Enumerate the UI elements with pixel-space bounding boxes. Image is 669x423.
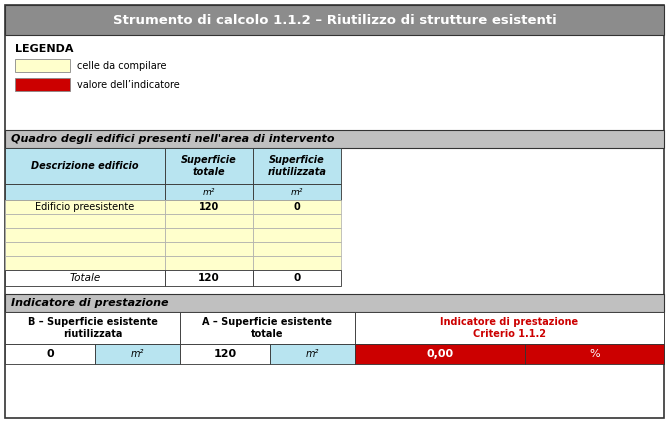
Text: 0: 0 [46,349,54,359]
Text: Descrizione edificio: Descrizione edificio [31,161,138,171]
Text: %: % [589,349,600,359]
Bar [180,344,270,364]
Text: 0: 0 [294,273,300,283]
Text: m²: m² [306,349,319,359]
Bar [253,214,341,228]
Bar [253,242,341,256]
Text: 120: 120 [213,349,237,359]
Bar [165,242,253,256]
Bar [5,256,165,270]
Text: A – Superficie esistente
totale: A – Superficie esistente totale [203,317,332,339]
Bar [253,148,341,184]
Text: 120: 120 [198,273,220,283]
Bar [180,312,355,344]
Bar [270,344,355,364]
Text: 0,00: 0,00 [426,349,454,359]
Bar [165,270,253,286]
Bar [165,214,253,228]
Bar [165,200,253,214]
Text: B – Superficie esistente
riutilizzata: B – Superficie esistente riutilizzata [27,317,157,339]
Text: m²: m² [291,187,303,197]
Bar [5,200,165,214]
Bar [253,256,341,270]
Bar [355,312,664,344]
Text: Edificio preesistente: Edificio preesistente [35,202,134,212]
Bar [5,214,165,228]
Text: celle da compilare: celle da compilare [77,60,167,71]
Bar [15,59,70,72]
Bar [253,200,341,214]
Bar [253,228,341,242]
Bar [5,344,95,364]
Bar [253,270,341,286]
Bar [525,344,664,364]
Bar [5,5,664,35]
Bar [355,344,525,364]
Text: Strumento di calcolo 1.1.2 – Riutilizzo di strutture esistenti: Strumento di calcolo 1.1.2 – Riutilizzo … [112,14,557,27]
Text: Indicatore di prestazione: Indicatore di prestazione [11,298,169,308]
Text: Indicatore di prestazione
Criterio 1.1.2: Indicatore di prestazione Criterio 1.1.2 [440,317,579,339]
Bar [165,184,253,200]
Text: m²: m² [203,187,215,197]
Text: LEGENDA: LEGENDA [15,44,74,54]
Bar [5,184,165,200]
Text: Quadro degli edifici presenti nell'area di intervento: Quadro degli edifici presenti nell'area … [11,134,334,144]
Bar [165,228,253,242]
Text: m²: m² [131,349,145,359]
Bar [165,148,253,184]
Text: Superficie
riutilizzata: Superficie riutilizzata [268,155,326,177]
Bar [5,130,664,148]
Bar [5,270,165,286]
Bar [5,242,165,256]
Bar [95,344,180,364]
Bar [165,256,253,270]
Text: Superficie
totale: Superficie totale [181,155,237,177]
Text: 0: 0 [294,202,300,212]
Bar [5,312,180,344]
Bar [5,294,664,312]
Text: valore dell’indicatore: valore dell’indicatore [77,80,180,90]
Text: Totale: Totale [70,273,100,283]
Bar [5,228,165,242]
Text: 120: 120 [199,202,219,212]
Bar [253,184,341,200]
Bar [15,78,70,91]
Bar [5,148,165,184]
